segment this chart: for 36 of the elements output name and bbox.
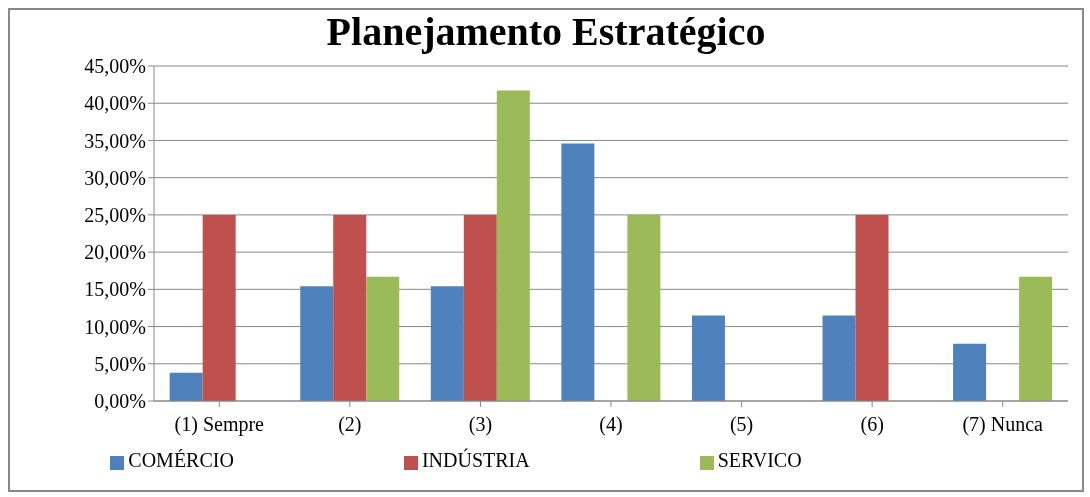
x-tick-label: (2) xyxy=(338,413,362,437)
bar xyxy=(463,214,497,401)
bar xyxy=(691,315,725,401)
y-tick-label: 30,00% xyxy=(84,166,146,189)
y-tick-label: 10,00% xyxy=(84,315,146,338)
bar xyxy=(496,90,530,401)
x-tick-label: (1) Sempre xyxy=(174,413,265,437)
bar xyxy=(822,315,856,401)
bar xyxy=(953,343,987,401)
legend-label: INDÚSTRIA xyxy=(421,449,530,471)
y-tick-label: 20,00% xyxy=(84,241,146,264)
x-tick-label: (5) xyxy=(729,413,754,437)
bar xyxy=(627,214,661,401)
x-tick-label: (4) xyxy=(599,413,623,437)
x-tick-label: (3) xyxy=(468,413,493,437)
bar xyxy=(202,214,236,401)
bar xyxy=(855,214,889,401)
y-tick-label: 45,00% xyxy=(84,55,146,78)
y-tick-label: 15,00% xyxy=(84,278,146,301)
y-tick-label: 25,00% xyxy=(84,203,146,226)
legend-label: SERVICO xyxy=(717,449,802,471)
bar xyxy=(561,143,595,401)
bar xyxy=(169,372,203,401)
bar xyxy=(333,214,367,401)
legend-label: COMÉRCIO xyxy=(128,449,234,471)
bar xyxy=(300,286,334,401)
x-tick-label: (7) Nunca xyxy=(962,413,1044,437)
bar xyxy=(430,286,464,401)
chart-title: Planejamento Estratégico xyxy=(325,9,767,54)
bar xyxy=(366,276,400,401)
x-tick-label: (6) xyxy=(860,413,884,437)
y-tick-label: 0,00% xyxy=(94,390,146,413)
y-tick-label: 35,00% xyxy=(84,129,146,152)
y-tick-label: 5,00% xyxy=(94,352,146,375)
bar xyxy=(1019,276,1053,401)
y-tick-label: 40,00% xyxy=(84,92,146,115)
